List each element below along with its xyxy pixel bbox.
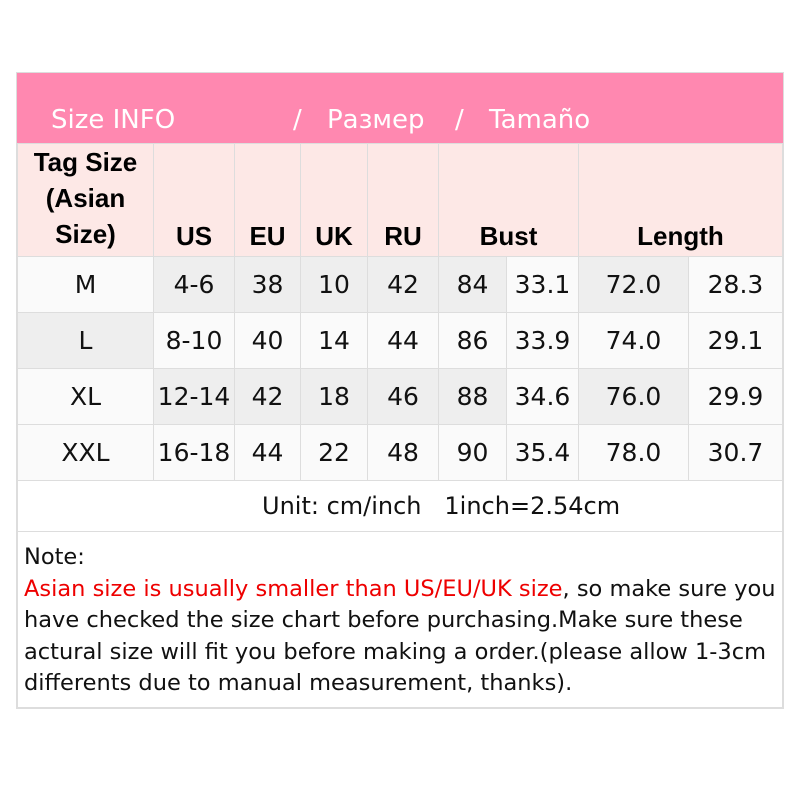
title-ru: Размер (327, 105, 425, 135)
size-value-cell: 44 (367, 312, 439, 369)
size-value-cell: 44 (234, 424, 301, 481)
size-value-cell: 8-10 (153, 312, 235, 369)
tag-size-cell: L (17, 312, 154, 369)
size-value-cell: 40 (234, 312, 301, 369)
size-value-cell: 14 (300, 312, 368, 369)
size-chart: Size INFO / Размер / Tamaño Tag Size (As… (16, 72, 784, 709)
table-row: M 4-6 38 10 42 84 33.1 72.0 28.3 (17, 256, 783, 313)
tag-size-cell: M (17, 256, 154, 313)
header-uk: UK (300, 143, 368, 257)
size-value-cell: 76.0 (578, 368, 689, 425)
table-row: L 8-10 40 14 44 86 33.9 74.0 29.1 (17, 312, 783, 369)
size-value-cell: 10 (300, 256, 368, 313)
header-row: Tag Size (Asian Size) US EU UK RU Bust L… (17, 143, 783, 257)
size-value-cell: 42 (234, 368, 301, 425)
size-value-cell: 78.0 (578, 424, 689, 481)
size-value-cell: 88 (438, 368, 507, 425)
tag-size-cell: XXL (17, 424, 154, 481)
header-tag-size: Tag Size (Asian Size) (17, 143, 154, 257)
unit-note: Unit: cm/inch 1inch=2.54cm (17, 480, 783, 532)
size-value-cell: 4-6 (153, 256, 235, 313)
table-row: XXL 16-18 44 22 48 90 35.4 78.0 30.7 (17, 424, 783, 481)
size-value-cell: 34.6 (506, 368, 579, 425)
size-value-cell: 29.9 (688, 368, 783, 425)
size-value-cell: 33.9 (506, 312, 579, 369)
title-es: Tamaño (489, 105, 591, 135)
title-en: Size INFO (51, 105, 176, 135)
size-value-cell: 18 (300, 368, 368, 425)
size-chart-title: Size INFO / Размер / Tamaño (17, 73, 783, 143)
title-separator: / (455, 105, 464, 135)
size-value-cell: 42 (367, 256, 439, 313)
header-eu: EU (234, 143, 301, 257)
size-value-cell: 86 (438, 312, 507, 369)
size-value-cell: 33.1 (506, 256, 579, 313)
size-value-cell: 30.7 (688, 424, 783, 481)
note-highlight: Asian size is usually smaller than US/EU… (24, 575, 563, 602)
size-value-cell: 48 (367, 424, 439, 481)
size-value-cell: 29.1 (688, 312, 783, 369)
size-value-cell: 38 (234, 256, 301, 313)
size-table: Tag Size (Asian Size) US EU UK RU Bust L… (17, 143, 783, 532)
table-row: XL 12-14 42 18 46 88 34.6 76.0 29.9 (17, 368, 783, 425)
note-label: Note: (24, 544, 85, 570)
size-value-cell: 74.0 (578, 312, 689, 369)
size-value-cell: 16-18 (153, 424, 235, 481)
header-bust: Bust (438, 143, 579, 257)
size-value-cell: 12-14 (153, 368, 235, 425)
size-value-cell: 90 (438, 424, 507, 481)
size-value-cell: 72.0 (578, 256, 689, 313)
note-box: Note: Asian size is usually smaller than… (17, 532, 783, 708)
header-length: Length (578, 143, 783, 257)
size-value-cell: 46 (367, 368, 439, 425)
size-value-cell: 35.4 (506, 424, 579, 481)
header-us: US (153, 143, 235, 257)
size-value-cell: 22 (300, 424, 368, 481)
header-ru: RU (367, 143, 439, 257)
title-separator: / (293, 105, 302, 135)
note-text: , so make sure you have checked the size… (24, 575, 776, 697)
size-value-cell: 28.3 (688, 256, 783, 313)
size-value-cell: 84 (438, 256, 507, 313)
tag-size-cell: XL (17, 368, 154, 425)
